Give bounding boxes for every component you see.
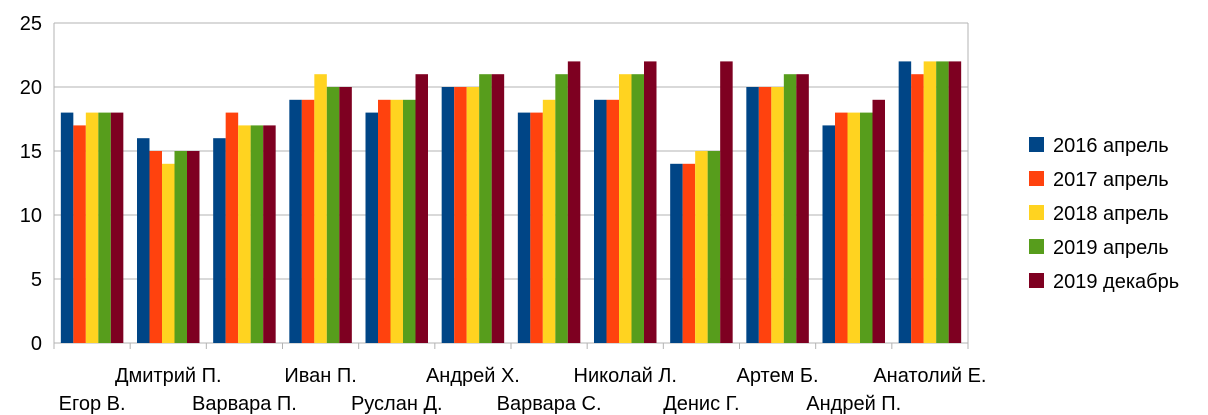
axes: 0 5 10 15 20 25 Егор В. Дмитрий П. Варвара П. Ива… xyxy=(20,13,987,415)
bar xyxy=(454,87,467,343)
bar xyxy=(110,112,124,343)
bar xyxy=(555,74,568,343)
legend-swatch xyxy=(1029,205,1044,220)
bar xyxy=(860,112,873,343)
x-category-label: Иван П. xyxy=(284,365,356,387)
bar xyxy=(644,61,657,344)
legend-swatch xyxy=(1029,137,1044,152)
legend-swatch xyxy=(1029,273,1044,288)
bars xyxy=(60,61,962,344)
bar xyxy=(213,138,226,343)
bar xyxy=(137,138,150,343)
bar xyxy=(594,99,607,343)
bar xyxy=(403,99,416,343)
bar xyxy=(670,163,683,343)
bar xyxy=(85,112,99,343)
x-category-label: Артем Б. xyxy=(737,365,819,387)
y-tick-label: 15 xyxy=(20,141,42,163)
bar xyxy=(898,61,912,344)
bar xyxy=(619,74,632,343)
bar xyxy=(758,87,772,343)
bar xyxy=(530,112,543,343)
x-category-label: Андрей П. xyxy=(806,393,901,415)
y-tick-label: 5 xyxy=(31,269,42,291)
bar xyxy=(466,87,480,343)
x-category-label: Варвара С. xyxy=(497,393,602,415)
x-category-label: Денис Г. xyxy=(663,393,739,415)
bar xyxy=(606,99,619,343)
y-tick-label: 20 xyxy=(20,77,42,99)
bar xyxy=(314,74,327,343)
bar xyxy=(567,61,581,344)
bar xyxy=(339,87,352,343)
bar xyxy=(73,125,86,344)
bar xyxy=(948,61,962,344)
x-category-label: Варвара П. xyxy=(192,393,297,415)
bar xyxy=(174,151,187,343)
bar xyxy=(707,151,721,343)
bar xyxy=(98,112,111,343)
bar xyxy=(720,61,733,344)
bar xyxy=(479,74,492,343)
bar xyxy=(263,125,276,344)
bar xyxy=(783,74,797,343)
legend-label: 2017 апрель xyxy=(1053,169,1169,191)
bar xyxy=(923,61,937,344)
bar xyxy=(746,87,759,343)
bar xyxy=(682,163,696,343)
bar xyxy=(415,74,428,343)
bar xyxy=(835,112,848,343)
bar xyxy=(695,151,708,343)
legend-label: 2016 апрель xyxy=(1053,135,1169,157)
bar xyxy=(289,99,302,343)
bar xyxy=(250,125,264,344)
x-category-label: Руслан Д. xyxy=(351,393,443,415)
y-tick-label: 0 xyxy=(31,333,42,355)
bar xyxy=(378,99,391,343)
bar xyxy=(631,74,644,343)
bar xyxy=(542,99,556,343)
bar xyxy=(517,112,531,343)
bar xyxy=(872,99,885,343)
y-tick-label: 25 xyxy=(20,13,42,35)
x-category-label: Анатолий Е. xyxy=(873,365,986,387)
bar xyxy=(60,112,74,343)
x-category-label: Николай Л. xyxy=(574,365,677,387)
legend-label: 2019 декабрь xyxy=(1053,271,1179,293)
x-category-label: Егор В. xyxy=(59,393,126,415)
x-category-label: Андрей Х. xyxy=(426,365,520,387)
bar xyxy=(822,125,835,344)
bar xyxy=(911,74,924,343)
bar xyxy=(390,99,403,343)
legend: 2016 апрель 2017 апрель 2018 апрель 2019 ап… xyxy=(1029,135,1179,293)
bar xyxy=(847,112,860,343)
legend-label: 2019 апрель xyxy=(1053,237,1169,259)
bar xyxy=(162,163,175,343)
bar xyxy=(771,87,784,343)
bar xyxy=(238,125,251,344)
bar xyxy=(491,74,505,343)
legend-swatch xyxy=(1029,171,1044,186)
bar xyxy=(796,74,809,343)
legend-label: 2018 апрель xyxy=(1053,203,1169,225)
bar xyxy=(225,112,239,343)
bar xyxy=(936,61,949,344)
y-tick-label: 10 xyxy=(20,205,42,227)
legend-swatch xyxy=(1029,239,1044,254)
bar xyxy=(301,99,315,343)
bar xyxy=(187,151,200,343)
bar xyxy=(365,112,378,343)
bar xyxy=(441,87,455,343)
bar xyxy=(149,151,162,343)
bar xyxy=(326,87,340,343)
x-category-label: Дмитрий П. xyxy=(115,365,222,387)
